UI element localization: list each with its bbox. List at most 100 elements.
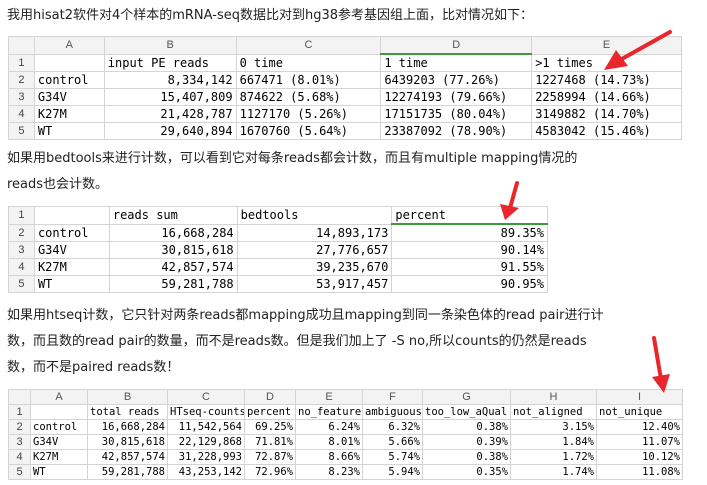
table-cell[interactable]: 1.84% xyxy=(510,434,597,450)
row-number[interactable]: 2 xyxy=(8,71,35,89)
corner-cell[interactable] xyxy=(8,36,35,55)
row-number[interactable]: 1 xyxy=(8,53,35,72)
table-cell[interactable]: 27,776,657 xyxy=(236,241,393,259)
table-header-cell[interactable]: 0 time xyxy=(235,53,382,72)
corner-cell[interactable] xyxy=(8,389,31,405)
row-number[interactable]: 1 xyxy=(8,206,35,225)
row-number[interactable]: 4 xyxy=(8,258,35,276)
table-header-cell[interactable]: percent xyxy=(244,404,296,420)
sample-name-cell[interactable]: K27M xyxy=(30,449,88,465)
table-header-cell[interactable]: bedtools xyxy=(236,206,393,225)
table-cell[interactable]: 42,857,574 xyxy=(108,258,238,276)
table-header-cell[interactable]: input PE reads xyxy=(103,53,237,72)
row-number[interactable]: 2 xyxy=(8,223,35,242)
table-header-cell[interactable]: not_unique xyxy=(596,404,683,420)
sample-name-cell[interactable]: control xyxy=(33,71,105,89)
table-header-cell[interactable]: HTseq-counts xyxy=(167,404,245,420)
table-cell[interactable]: 12274193 (79.66%) xyxy=(380,88,533,106)
col-letter[interactable]: B xyxy=(103,36,237,55)
col-letter[interactable]: H xyxy=(510,389,597,405)
col-letter[interactable]: E xyxy=(531,36,682,55)
sample-name-cell[interactable]: WT xyxy=(33,275,110,293)
col-letter-selected[interactable]: D xyxy=(380,36,533,55)
table-cell[interactable]: 10.12% xyxy=(596,449,683,465)
col-letter[interactable]: A xyxy=(30,389,88,405)
table-cell[interactable]: 1.74% xyxy=(510,464,597,480)
row-number[interactable]: 1 xyxy=(8,404,31,420)
table-cell[interactable]: 1127170 (5.26%) xyxy=(235,105,382,123)
table-cell[interactable]: 53,917,457 xyxy=(236,275,393,293)
table-cell[interactable]: 11.08% xyxy=(596,464,683,480)
table-cell[interactable]: 16,668,284 xyxy=(87,419,168,435)
table-header-cell[interactable]: reads sum xyxy=(108,206,238,225)
row-number[interactable]: 3 xyxy=(8,241,35,259)
table-cell[interactable]: 59,281,788 xyxy=(108,275,238,293)
row-number[interactable]: 4 xyxy=(8,105,35,123)
table-cell[interactable]: 874622 (5.68%) xyxy=(235,88,382,106)
table-cell[interactable]: 3149882 (14.70%) xyxy=(531,105,682,123)
table-cell[interactable]: 8.01% xyxy=(295,434,363,450)
table-cell[interactable]: 6.24% xyxy=(295,419,363,435)
table-cell[interactable] xyxy=(33,206,110,225)
table-cell[interactable]: 91.55% xyxy=(391,258,548,276)
table-cell[interactable]: 5.66% xyxy=(362,434,423,450)
table-cell[interactable]: 2258994 (14.66%) xyxy=(531,88,682,106)
table-cell[interactable]: 667471 (8.01%) xyxy=(235,71,382,89)
table-cell[interactable]: 5.94% xyxy=(362,464,423,480)
table-cell[interactable]: 22,129,868 xyxy=(167,434,245,450)
table-cell[interactable] xyxy=(30,404,88,420)
table-cell[interactable]: 8.23% xyxy=(295,464,363,480)
row-number[interactable]: 4 xyxy=(8,449,31,465)
table-cell[interactable]: 3.15% xyxy=(510,419,597,435)
table-cell[interactable]: 89.35% xyxy=(391,223,548,242)
sample-name-cell[interactable]: control xyxy=(30,419,88,435)
table-cell[interactable]: 17151735 (80.04%) xyxy=(380,105,533,123)
col-letter[interactable]: E xyxy=(295,389,363,405)
table-cell[interactable]: 14,893,173 xyxy=(236,223,393,242)
sample-name-cell[interactable]: G34V xyxy=(30,434,88,450)
row-number[interactable]: 3 xyxy=(8,88,35,106)
table-header-cell[interactable]: total reads xyxy=(87,404,168,420)
row-number[interactable]: 3 xyxy=(8,434,31,450)
col-letter[interactable]: A xyxy=(33,36,105,55)
row-number[interactable]: 5 xyxy=(8,122,35,140)
table-cell[interactable]: 0.38% xyxy=(422,449,511,465)
table-cell[interactable]: 0.39% xyxy=(422,434,511,450)
table-cell[interactable]: 12.40% xyxy=(596,419,683,435)
sample-name-cell[interactable]: WT xyxy=(33,122,105,140)
table-cell[interactable]: 11.07% xyxy=(596,434,683,450)
row-number[interactable]: 5 xyxy=(8,275,35,293)
table-cell[interactable]: 90.95% xyxy=(391,275,548,293)
table-cell[interactable]: 21,428,787 xyxy=(103,105,237,123)
table-cell[interactable]: 23387092 (78.90%) xyxy=(380,122,533,140)
table-cell[interactable]: 11,542,564 xyxy=(167,419,245,435)
table-cell[interactable]: 0.35% xyxy=(422,464,511,480)
table-cell[interactable]: 15,407,809 xyxy=(103,88,237,106)
sample-name-cell[interactable]: K27M xyxy=(33,258,110,276)
row-number[interactable]: 5 xyxy=(8,464,31,480)
table-cell[interactable]: 30,815,618 xyxy=(108,241,238,259)
table-cell[interactable]: 0.38% xyxy=(422,419,511,435)
table-cell[interactable]: 42,857,574 xyxy=(87,449,168,465)
table-cell[interactable]: 6.32% xyxy=(362,419,423,435)
sample-name-cell[interactable]: WT xyxy=(30,464,88,480)
table-cell[interactable]: 5.74% xyxy=(362,449,423,465)
col-letter[interactable]: C xyxy=(235,36,382,55)
table-cell[interactable]: 90.14% xyxy=(391,241,548,259)
col-letter[interactable]: I xyxy=(596,389,683,405)
table-cell[interactable]: 69.25% xyxy=(244,419,296,435)
table-cell[interactable]: 72.87% xyxy=(244,449,296,465)
table-cell[interactable]: 72.96% xyxy=(244,464,296,480)
col-letter[interactable]: F xyxy=(362,389,423,405)
table-cell[interactable]: 8.66% xyxy=(295,449,363,465)
table-cell[interactable]: 1227468 (14.73%) xyxy=(531,71,682,89)
table-header-cell[interactable]: too_low_aQual xyxy=(422,404,511,420)
table-cell[interactable]: 4583042 (15.46%) xyxy=(531,122,682,140)
sample-name-cell[interactable]: G34V xyxy=(33,88,105,106)
table-cell[interactable]: 30,815,618 xyxy=(87,434,168,450)
col-letter[interactable]: D xyxy=(244,389,296,405)
sample-name-cell[interactable]: control xyxy=(33,223,110,242)
col-letter[interactable]: G xyxy=(422,389,511,405)
table-cell[interactable]: 43,253,142 xyxy=(167,464,245,480)
table-header-cell[interactable]: not_aligned xyxy=(510,404,597,420)
